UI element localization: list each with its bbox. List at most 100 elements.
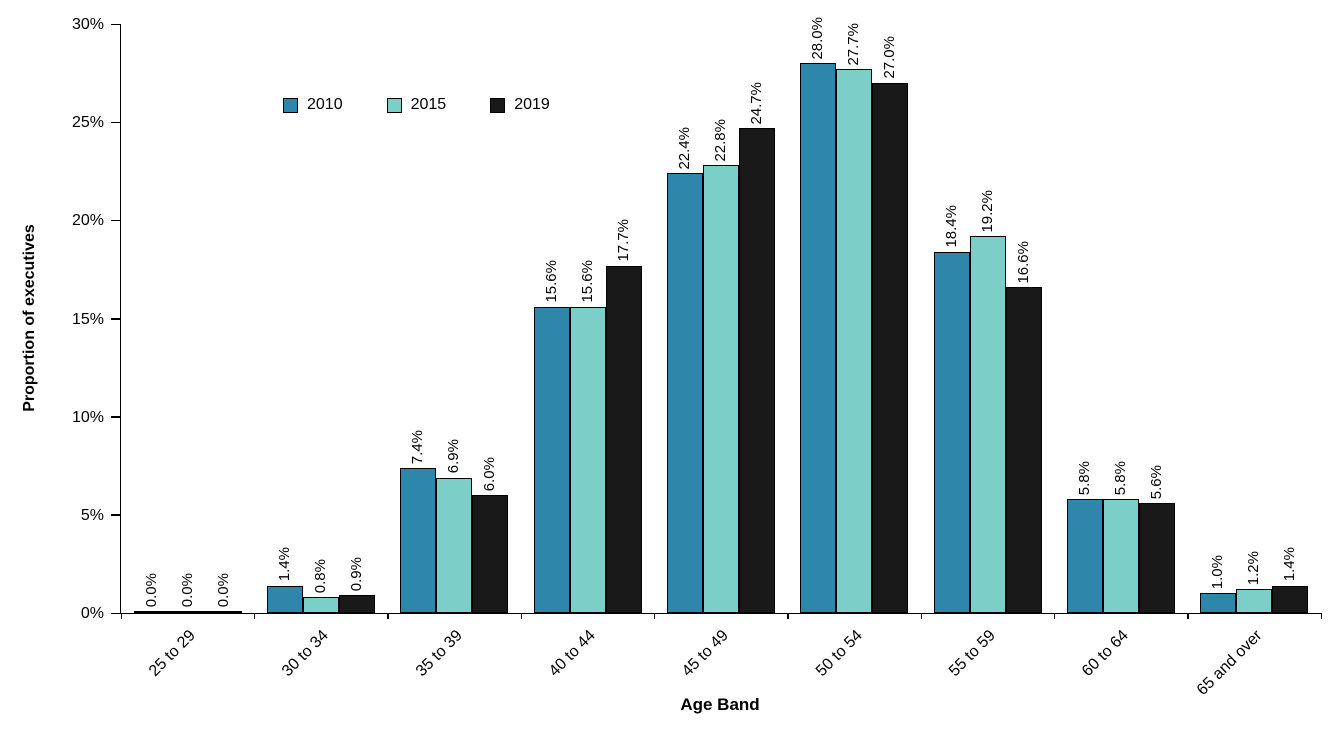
x-tick-label: 55 to 59 <box>945 627 999 680</box>
bar-value-label: 22.8% <box>711 118 729 162</box>
x-axis-tick <box>653 613 656 619</box>
x-axis-title: Age Band <box>680 695 760 714</box>
x-axis-tick <box>920 613 922 619</box>
x-tick-label: 65 and over <box>1193 627 1266 699</box>
x-tick-label: 45 to 49 <box>679 627 733 680</box>
bar-2010: 1.0% <box>1200 555 1237 613</box>
x-tick-label: 50 to 54 <box>812 627 866 680</box>
x-axis-labels: 25 to 29 30 to 34 35 to 39 40 to 44 45 to 49… <box>120 615 1320 705</box>
y-axis: 0% 5% 10% 15% 20% 25% 30% <box>0 16 120 622</box>
bar-value-label: 16.6% <box>1014 240 1032 284</box>
y-axis-tick <box>111 318 121 320</box>
x-tick-label: 35 to 39 <box>412 627 466 680</box>
bar-group: 15.6% 15.6% 17.7% <box>521 24 654 613</box>
y-tick-label: 15% <box>71 310 104 328</box>
y-axis-tick <box>111 121 121 124</box>
bar-value-label: 5.8% <box>1075 460 1093 496</box>
bar-value-label: 1.0% <box>1209 555 1227 590</box>
bar-value-label: 19.2% <box>978 189 996 233</box>
x-tick-label: 40 to 44 <box>545 627 599 680</box>
y-tick-label: 25% <box>71 114 104 132</box>
bar-2019: 27.0% <box>872 36 909 613</box>
bar-2019: 6.0% <box>472 457 509 613</box>
bar-value-label: 27.7% <box>845 22 863 66</box>
bar-value-label: 28.0% <box>809 16 827 60</box>
bar-value-label: 7.4% <box>409 429 427 464</box>
y-tick-label: 30% <box>71 16 104 33</box>
bar-2019: 1.4% <box>1272 547 1309 613</box>
bar-2015: 27.7% <box>836 23 873 613</box>
legend-label: 2015 <box>410 96 447 113</box>
bar-value-label: 24.7% <box>747 81 765 125</box>
legend-swatch <box>283 97 298 113</box>
legend-label: 2010 <box>307 96 343 113</box>
bar-2010: 18.4% <box>933 205 970 613</box>
bar-2015: 5.8% <box>1102 461 1139 613</box>
y-axis-tick <box>111 612 121 614</box>
x-axis-tick <box>520 613 522 619</box>
y-tick-label: 20% <box>71 212 104 230</box>
bar-2010: 28.0% <box>800 17 837 613</box>
bar-value-label: 0.9% <box>347 557 365 592</box>
bar-2015: 0.8% <box>302 559 339 613</box>
bar-value-label: 17.7% <box>614 218 632 262</box>
bar-2015: 15.6% <box>569 260 606 613</box>
bar-2015: 0.0% <box>169 573 206 613</box>
bar-value-label: 1.2% <box>1245 551 1263 586</box>
bar-value-label: 18.4% <box>942 205 960 248</box>
bar-2010: 22.4% <box>666 127 703 613</box>
bar-2010: 0.0% <box>133 573 170 613</box>
bar-2015: 22.8% <box>702 119 739 613</box>
bar-2019: 16.6% <box>1005 241 1042 613</box>
bar-2010: 1.4% <box>266 547 303 613</box>
legend-item-2019: 2019 <box>490 96 550 114</box>
x-tick-label: 25 to 29 <box>145 627 199 680</box>
bar-2019: 5.6% <box>1138 465 1175 613</box>
bar-2015: 1.2% <box>1236 551 1273 613</box>
bar-group: 7.4% 6.9% 6.0% <box>388 24 521 613</box>
bar-value-label: 15.6% <box>542 260 560 303</box>
bar-value-label: 6.0% <box>481 457 499 492</box>
legend-swatch <box>490 97 506 113</box>
legend: 2010 2015 2019 <box>283 96 550 114</box>
legend-item-2010: 2010 <box>283 96 343 114</box>
y-axis-tick <box>111 416 121 418</box>
bar-group: 22.4% 22.8% 24.7% <box>654 24 787 613</box>
x-axis-tick <box>1320 613 1322 619</box>
bar-value-label: 0.0% <box>214 572 232 607</box>
bar-2015: 19.2% <box>969 190 1006 613</box>
x-axis-tick <box>253 613 256 619</box>
legend-item-2015: 2015 <box>386 96 447 114</box>
bar-group: 18.4% 19.2% 16.6% <box>921 24 1054 613</box>
legend-swatch <box>386 97 402 113</box>
bar-group: 5.8% 5.8% 5.6% <box>1054 24 1187 613</box>
bar-value-label: 1.4% <box>1281 547 1299 582</box>
bar-2015: 6.9% <box>436 439 473 613</box>
bar-2019: 0.0% <box>205 573 242 613</box>
bar-value-label: 27.0% <box>881 36 899 79</box>
y-tick-label: 0% <box>80 605 104 622</box>
bar-group: 1.0% 1.2% 1.4% <box>1188 24 1321 613</box>
x-axis-tick <box>1187 613 1189 619</box>
bar-value-label: 15.6% <box>578 260 596 303</box>
x-tick-label: 60 to 64 <box>1079 627 1133 680</box>
bar-value-label: 6.9% <box>445 439 463 474</box>
bar-value-label: 0.0% <box>178 572 196 607</box>
bar-group: 1.4% 0.8% 0.9% <box>254 24 387 613</box>
bar-group: 28.0% 27.7% 27.0% <box>788 17 921 613</box>
bar-value-label: 0.8% <box>311 559 329 594</box>
bar-2010: 5.8% <box>1066 461 1103 613</box>
bar-value-label: 1.4% <box>275 547 293 582</box>
bar-group: 0.0% 0.0% 0.0% <box>121 24 254 613</box>
plot-area: 0.0% 0.0% 0.0% 1.4% 0.8% 0.9% 7.4% 6.9% 6.0% 15.6… <box>111 17 1322 619</box>
y-tick-label: 5% <box>80 506 104 524</box>
x-axis-tick <box>1053 613 1056 619</box>
bar-2019: 17.7% <box>605 219 642 613</box>
bar-value-label: 0.0% <box>142 572 160 607</box>
bar-value-label: 22.4% <box>675 126 693 170</box>
y-axis-tick <box>111 219 121 222</box>
bar-2019: 24.7% <box>738 82 775 613</box>
x-axis-tick <box>387 613 389 619</box>
bar-value-label: 5.6% <box>1147 464 1165 500</box>
